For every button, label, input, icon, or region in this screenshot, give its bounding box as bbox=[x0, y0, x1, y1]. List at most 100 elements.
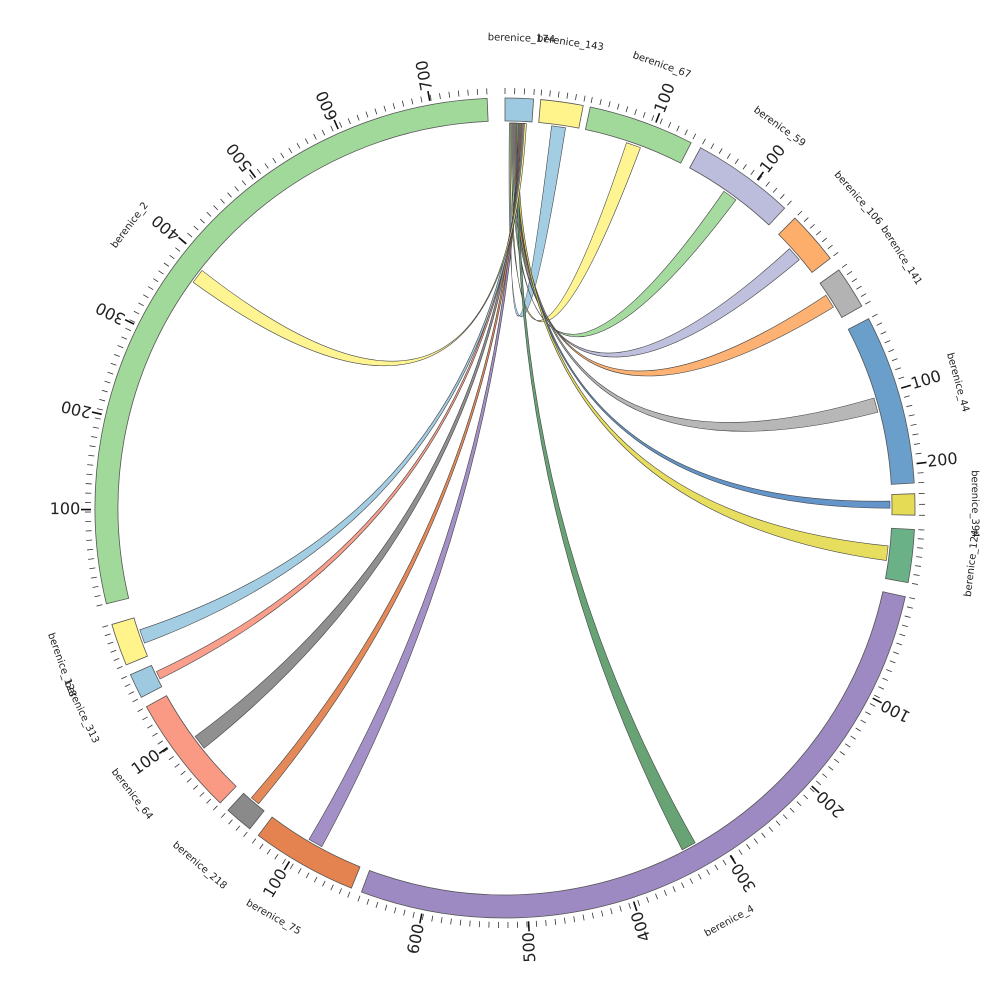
minor-tick bbox=[175, 248, 180, 252]
segment-label: berenice_75 bbox=[244, 898, 303, 938]
minor-tick bbox=[898, 377, 904, 379]
minor-tick bbox=[723, 860, 726, 865]
minor-tick bbox=[235, 187, 239, 192]
minor-tick bbox=[87, 549, 93, 550]
minor-tick bbox=[275, 854, 278, 859]
tick-label: 700 bbox=[412, 59, 436, 92]
minor-tick bbox=[138, 709, 143, 712]
segment-label: berenice_106 bbox=[832, 169, 885, 227]
minor-tick bbox=[828, 245, 833, 249]
minor-tick bbox=[895, 368, 901, 370]
tick-label: 200 bbox=[59, 397, 93, 422]
minor-tick bbox=[134, 311, 139, 314]
minor-tick bbox=[810, 224, 814, 228]
minor-tick bbox=[432, 916, 433, 922]
minor-tick bbox=[88, 559, 94, 560]
minor-tick bbox=[698, 874, 701, 879]
minor-tick bbox=[790, 808, 794, 812]
minor-tick bbox=[918, 473, 924, 474]
minor-tick bbox=[470, 921, 471, 927]
minor-tick bbox=[620, 906, 622, 912]
minor-tick bbox=[181, 771, 186, 775]
minor-tick bbox=[91, 436, 97, 437]
minor-tick bbox=[601, 911, 602, 917]
minor-tick bbox=[170, 255, 175, 259]
minor-tick bbox=[290, 864, 293, 869]
major-tick bbox=[873, 698, 882, 703]
minor-tick bbox=[91, 577, 97, 578]
minor-tick bbox=[228, 193, 232, 198]
tick-label: 600 bbox=[312, 88, 342, 124]
minor-tick bbox=[449, 92, 450, 98]
minor-tick bbox=[125, 684, 130, 687]
minor-tick bbox=[804, 218, 808, 222]
minor-tick bbox=[87, 465, 93, 466]
minor-tick bbox=[376, 902, 378, 908]
minor-tick bbox=[914, 444, 920, 445]
minor-tick bbox=[912, 583, 918, 584]
minor-tick bbox=[886, 669, 892, 671]
minor-tick bbox=[652, 115, 654, 121]
minor-tick bbox=[840, 751, 845, 755]
minor-tick bbox=[635, 109, 637, 115]
minor-tick bbox=[129, 692, 134, 695]
minor-tick bbox=[776, 821, 780, 826]
minor-tick bbox=[773, 188, 777, 193]
minor-tick bbox=[305, 139, 308, 144]
minor-tick bbox=[677, 126, 679, 131]
minor-tick bbox=[421, 97, 422, 103]
minor-tick bbox=[88, 455, 94, 456]
minor-tick bbox=[780, 194, 784, 198]
minor-tick bbox=[798, 211, 802, 215]
minor-tick bbox=[289, 148, 292, 153]
minor-tick bbox=[105, 381, 111, 383]
minor-tick bbox=[769, 827, 773, 832]
minor-tick bbox=[915, 566, 921, 567]
minor-tick bbox=[583, 915, 584, 921]
minor-tick bbox=[97, 605, 103, 606]
minor-tick bbox=[762, 833, 766, 838]
major-tick bbox=[812, 786, 819, 793]
tick-label: 100 bbox=[128, 745, 164, 778]
minor-tick bbox=[558, 92, 559, 98]
minor-tick bbox=[711, 144, 714, 149]
segment-label: berenice_128 bbox=[45, 631, 78, 698]
minor-tick bbox=[870, 704, 875, 707]
minor-tick bbox=[164, 263, 169, 267]
minor-tick bbox=[797, 802, 801, 806]
minor-tick bbox=[872, 314, 877, 317]
minor-tick bbox=[787, 201, 791, 205]
link-berenice_128 bbox=[140, 123, 526, 643]
link-berenice_313 bbox=[156, 123, 524, 679]
minor-tick bbox=[852, 279, 857, 282]
minor-tick bbox=[564, 918, 565, 924]
minor-tick bbox=[143, 295, 148, 298]
segment-label: berenice_218 bbox=[170, 840, 228, 892]
minor-tick bbox=[169, 756, 174, 760]
minor-tick bbox=[890, 661, 896, 663]
minor-tick bbox=[833, 252, 838, 256]
minor-tick bbox=[402, 101, 403, 107]
minor-tick bbox=[766, 182, 770, 187]
minor-tick bbox=[200, 219, 204, 223]
minor-tick bbox=[693, 134, 696, 139]
minor-tick bbox=[707, 870, 710, 875]
minor-tick bbox=[804, 795, 808, 799]
minor-tick bbox=[451, 919, 452, 925]
minor-tick bbox=[690, 878, 693, 883]
minor-tick bbox=[250, 175, 254, 180]
minor-tick bbox=[668, 122, 670, 128]
minor-tick bbox=[94, 596, 100, 597]
minor-tick bbox=[575, 94, 576, 100]
minor-tick bbox=[727, 154, 730, 159]
segment-label: berenice_2 bbox=[109, 200, 151, 250]
minor-tick bbox=[600, 99, 601, 105]
minor-tick bbox=[89, 568, 95, 569]
link-berenice_75 bbox=[309, 123, 521, 846]
minor-tick bbox=[331, 126, 333, 131]
minor-tick bbox=[541, 90, 542, 96]
minor-tick bbox=[206, 799, 210, 803]
minor-tick bbox=[348, 892, 350, 898]
minor-tick bbox=[878, 687, 883, 690]
minor-tick bbox=[314, 134, 317, 139]
